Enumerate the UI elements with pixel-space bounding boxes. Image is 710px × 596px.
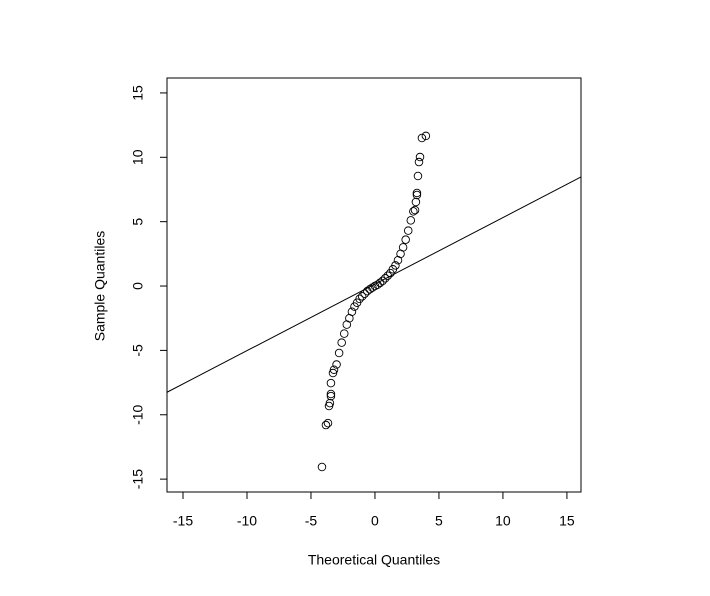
y-tick-label: 0 [130,282,146,290]
x-tick-label: -10 [237,513,257,529]
x-tick-label: 0 [371,513,379,529]
point [325,398,335,408]
point [380,274,390,283]
point [411,197,421,207]
point [326,391,336,401]
x-axis-label: Theoretical Quantiles [308,552,440,568]
point [401,235,410,244]
x-tick-label: 10 [495,513,511,529]
point [406,216,416,225]
point [334,348,344,358]
point [415,152,425,162]
y-tick-label: 5 [130,218,146,226]
point [323,418,333,428]
point [317,462,327,472]
point [412,188,422,198]
point [414,157,424,167]
point [360,289,369,299]
point [326,389,336,399]
y-tick-label: -10 [130,404,146,424]
x-tick-label: 15 [559,513,575,529]
point [368,283,377,292]
point [339,329,349,338]
point [326,378,336,388]
x-tick-label: -15 [173,513,193,529]
point [375,278,385,288]
point [403,226,413,235]
point [321,420,331,430]
point [332,360,341,369]
point [383,271,393,280]
point [409,207,418,216]
x-tick-label: -5 [305,513,318,529]
x-tick-label: 5 [435,513,443,529]
point [417,133,427,143]
point [337,338,346,347]
y-tick-label: 15 [130,85,146,101]
y-tick-label: 10 [130,149,146,165]
point [328,368,338,378]
point [347,307,357,317]
y-tick-label: -5 [130,344,146,357]
y-tick-label: -15 [130,469,146,489]
point [391,261,400,270]
y-axis-label: Sample Quantiles [92,231,108,342]
point [410,205,420,215]
point [378,276,387,286]
point [355,294,364,304]
point [357,292,367,301]
point [421,131,431,141]
point [412,190,422,200]
point [329,365,339,374]
point [413,171,423,181]
point [398,243,408,252]
